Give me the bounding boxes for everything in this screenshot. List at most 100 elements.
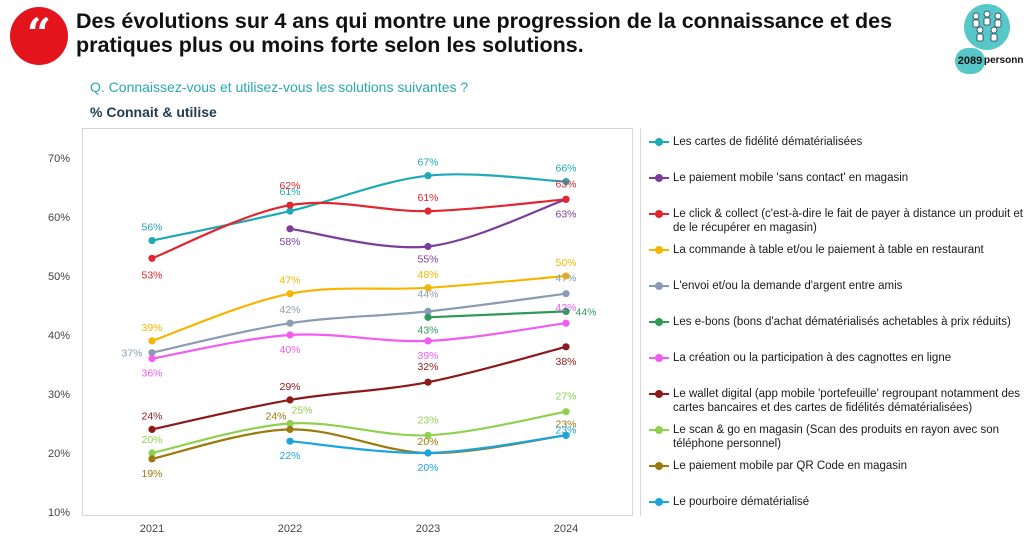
data-point bbox=[562, 290, 570, 298]
data-point bbox=[286, 290, 294, 298]
data-label: 39% bbox=[141, 322, 162, 334]
data-label: 42% bbox=[555, 302, 576, 314]
chart-frame bbox=[82, 128, 633, 516]
legend-marker bbox=[655, 462, 663, 470]
data-label: 38% bbox=[555, 356, 576, 368]
data-label: 47% bbox=[555, 273, 576, 285]
data-point bbox=[286, 396, 294, 404]
data-label: 44% bbox=[417, 288, 438, 300]
legend-marker bbox=[655, 138, 663, 146]
series-line bbox=[151, 274, 567, 342]
data-point bbox=[424, 378, 432, 386]
data-point bbox=[562, 272, 570, 280]
y-tick-label: 70% bbox=[48, 153, 70, 165]
data-point bbox=[424, 431, 432, 439]
respondents-count: 2089 bbox=[955, 48, 985, 74]
legend-label: Le click & collect (c'est-à-dire le fait… bbox=[673, 208, 1023, 234]
data-label: 37% bbox=[121, 348, 142, 360]
y-tick-label: 60% bbox=[48, 212, 70, 224]
data-point bbox=[562, 178, 570, 186]
data-point bbox=[148, 349, 156, 357]
data-label: 47% bbox=[279, 275, 300, 287]
series-line bbox=[151, 198, 567, 260]
data-label: 23% bbox=[555, 424, 576, 436]
data-point bbox=[424, 313, 432, 321]
data-label: 61% bbox=[279, 186, 300, 198]
data-label: 25% bbox=[291, 405, 312, 417]
series-line bbox=[151, 173, 567, 242]
legend-marker bbox=[655, 282, 663, 290]
legend-marker bbox=[655, 246, 663, 254]
data-point bbox=[148, 449, 156, 457]
x-tick-label: 2024 bbox=[554, 523, 578, 535]
data-point bbox=[286, 425, 294, 433]
data-point bbox=[424, 307, 432, 315]
data-label: 62% bbox=[279, 180, 300, 192]
y-tick-label: 30% bbox=[48, 389, 70, 401]
question-text: Q. Connaissez-vous et utilisez-vous les … bbox=[90, 79, 469, 95]
y-tick-label: 50% bbox=[48, 271, 70, 283]
data-label: 24% bbox=[141, 410, 162, 422]
y-tick-label: 10% bbox=[48, 507, 70, 519]
x-tick-label: 2021 bbox=[140, 523, 164, 535]
data-label: 23% bbox=[555, 418, 576, 430]
data-label: 20% bbox=[417, 436, 438, 448]
legend-label: Le scan & go en magasin (Scan des produi… bbox=[673, 424, 1000, 450]
data-label: 20% bbox=[141, 434, 162, 446]
legend-label: Le wallet digital (app mobile 'portefeui… bbox=[673, 388, 1021, 414]
legend-marker bbox=[655, 210, 663, 218]
data-label: 63% bbox=[555, 178, 576, 190]
data-label: 39% bbox=[417, 350, 438, 362]
data-point bbox=[424, 449, 432, 457]
data-point bbox=[148, 425, 156, 433]
people-group-svg bbox=[972, 10, 1002, 42]
data-point bbox=[286, 319, 294, 327]
data-label: 20% bbox=[417, 462, 438, 474]
legend-marker bbox=[655, 426, 663, 434]
page-title: Des évolutions sur 4 ans qui montre une … bbox=[76, 9, 893, 57]
data-label: 56% bbox=[141, 222, 162, 234]
x-tick-label: 2022 bbox=[278, 523, 302, 535]
legend-label: Les cartes de fidélité dématérialisées bbox=[673, 136, 863, 148]
data-point bbox=[424, 284, 432, 292]
people-group-icon bbox=[964, 4, 1010, 50]
data-point bbox=[562, 195, 570, 203]
data-point bbox=[424, 207, 432, 215]
data-label: 24% bbox=[265, 410, 286, 422]
legend-marker bbox=[655, 498, 663, 506]
data-point bbox=[148, 455, 156, 463]
y-tick-label: 20% bbox=[48, 448, 70, 460]
data-point bbox=[562, 343, 570, 351]
chart-subtitle: % Connait & utilise bbox=[90, 104, 217, 120]
data-label: 44% bbox=[575, 306, 596, 318]
legend-label: L'envoi et/ou la demande d'argent entre … bbox=[673, 280, 903, 292]
series-line bbox=[151, 322, 567, 360]
respondents-badge: 2089 personnes bbox=[955, 4, 1024, 74]
data-label: 66% bbox=[555, 163, 576, 175]
data-label: 36% bbox=[141, 368, 162, 380]
x-tick-label: 2023 bbox=[416, 523, 440, 535]
data-label: 63% bbox=[555, 208, 576, 220]
data-point bbox=[286, 225, 294, 233]
legend-label: Le paiement mobile par QR Code en magasi… bbox=[673, 460, 907, 472]
data-label: 50% bbox=[555, 257, 576, 269]
data-point bbox=[286, 207, 294, 215]
data-point bbox=[562, 319, 570, 327]
y-tick-label: 40% bbox=[48, 330, 70, 342]
legend: Les cartes de fidélité dématérialisées Le… bbox=[640, 128, 1024, 516]
respondents-label: personnes bbox=[984, 55, 1024, 66]
data-label: 22% bbox=[279, 450, 300, 462]
data-point bbox=[286, 201, 294, 209]
data-point bbox=[286, 331, 294, 339]
data-label: 43% bbox=[417, 324, 438, 336]
legend-label: Le paiement mobile 'sans contact' en mag… bbox=[673, 172, 909, 184]
data-point bbox=[562, 431, 570, 439]
data-point bbox=[424, 242, 432, 251]
data-point bbox=[286, 437, 294, 445]
data-point bbox=[562, 408, 570, 416]
legend-marker bbox=[655, 318, 663, 326]
data-label: 48% bbox=[417, 269, 438, 281]
legend-label: La commande à table et/ou le paiement à … bbox=[673, 244, 984, 256]
data-label: 27% bbox=[555, 391, 576, 403]
